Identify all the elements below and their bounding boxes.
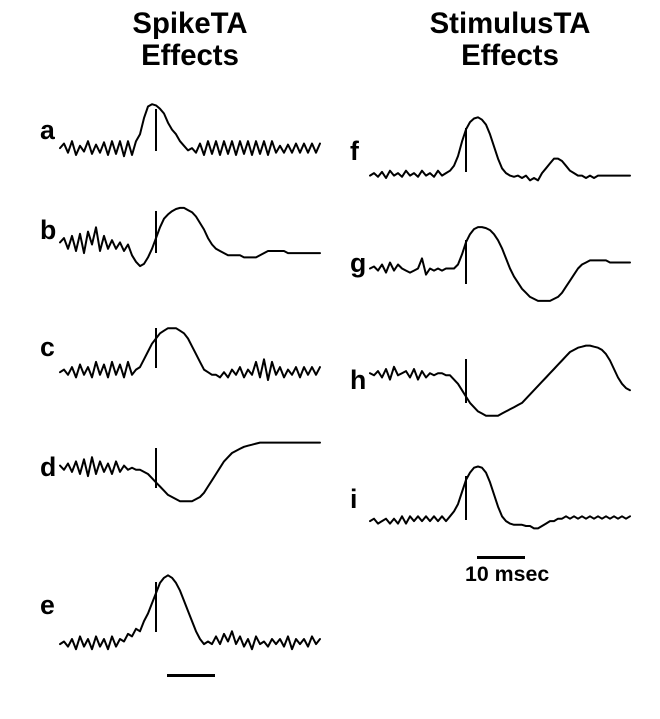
- trigger-line-h: [465, 359, 467, 403]
- trace-g: [370, 220, 630, 310]
- trace-b: [60, 195, 320, 275]
- panel-label-b: b: [40, 215, 56, 246]
- panel-label-i: i: [350, 484, 357, 515]
- panel-label-f: f: [350, 136, 359, 167]
- trigger-line-b: [155, 211, 157, 253]
- trigger-line-e: [155, 582, 157, 632]
- panel-label-c: c: [40, 332, 55, 363]
- scale-bar-label: 10 msec: [465, 562, 549, 587]
- panel-label-h: h: [350, 365, 366, 396]
- scale-bar: [477, 556, 525, 559]
- trigger-line-g: [465, 240, 467, 284]
- trace-f: [370, 110, 630, 190]
- panel-label-e: e: [40, 590, 55, 621]
- trace-h: [370, 335, 630, 425]
- left-column-title: SpikeTA Effects: [90, 8, 290, 73]
- trigger-line-i: [465, 476, 467, 520]
- trigger-line-c: [155, 328, 157, 368]
- panel-label-d: d: [40, 452, 56, 483]
- trace-a: [60, 95, 320, 165]
- trace-e: [60, 560, 320, 660]
- figure-root: SpikeTA Effects StimulusTA Effects a b c d e f g…: [0, 0, 660, 719]
- scale-bar: [167, 674, 215, 677]
- trigger-line-f: [465, 128, 467, 172]
- trigger-line-a: [155, 109, 157, 151]
- trace-d: [60, 430, 320, 510]
- trace-i: [370, 458, 630, 538]
- trace-c: [60, 310, 320, 390]
- panel-label-g: g: [350, 248, 366, 279]
- panel-label-a: a: [40, 115, 55, 146]
- trigger-line-d: [155, 448, 157, 488]
- right-column-title: StimulusTA Effects: [400, 8, 620, 73]
